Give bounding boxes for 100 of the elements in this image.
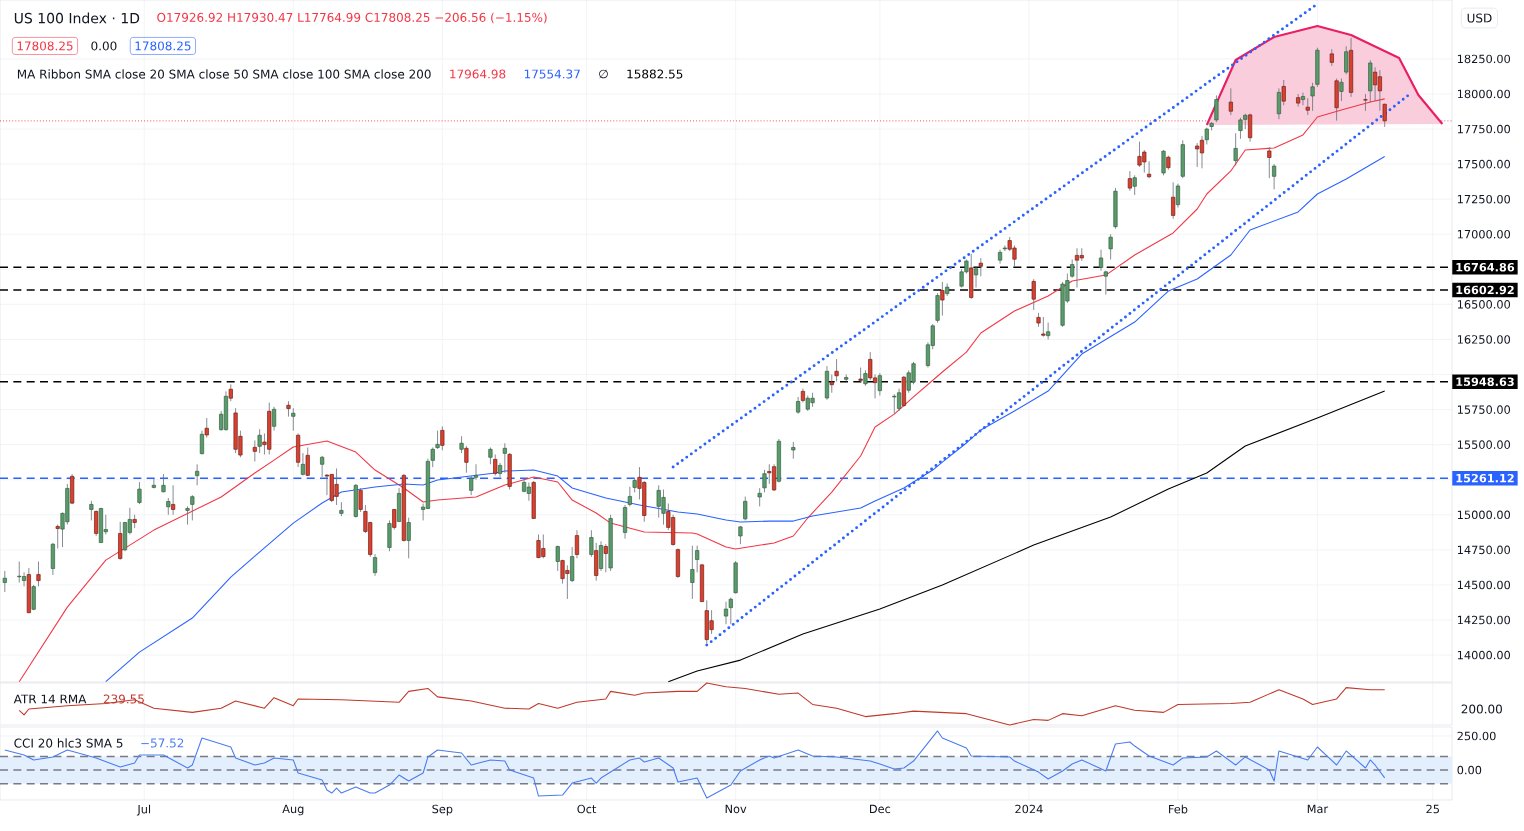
candlestick bbox=[291, 407, 296, 432]
x-tick-label: Mar bbox=[1307, 804, 1329, 814]
y-tick-label: 18000.00 bbox=[1457, 89, 1511, 99]
y-tick-label: 16250.00 bbox=[1457, 335, 1511, 344]
candlestick bbox=[1276, 87, 1281, 120]
candlestick bbox=[430, 447, 435, 468]
y-tick-label: 17000.00 bbox=[1457, 229, 1511, 239]
candlestick bbox=[1300, 92, 1306, 106]
y-tick-label: 18250.00 bbox=[1457, 54, 1511, 64]
y-tick-label: 17500.00 bbox=[1457, 159, 1511, 169]
candlestick bbox=[94, 510, 99, 537]
x-tick-label: Feb bbox=[1169, 804, 1188, 814]
line-series bbox=[18, 98, 1386, 683]
candlestick bbox=[204, 417, 209, 439]
candlestick bbox=[757, 487, 762, 507]
annotation: MA Ribbon SMA close 20 SMA close 50 SMA close 100 SMA close 200 bbox=[17, 69, 431, 79]
candlestick bbox=[406, 517, 411, 559]
candlestick bbox=[738, 525, 743, 545]
candlestick bbox=[2, 570, 7, 593]
candlestick bbox=[1175, 183, 1181, 208]
candlestick bbox=[997, 249, 1003, 265]
candlestick bbox=[1233, 132, 1238, 166]
candlestick bbox=[252, 440, 257, 462]
annotation: ∅ bbox=[599, 69, 608, 79]
candlestick bbox=[387, 520, 392, 552]
annotation: 17808.25 bbox=[17, 41, 73, 51]
candlestick bbox=[892, 393, 897, 415]
candlestick bbox=[973, 266, 979, 288]
ref-line-label: 16764.86 bbox=[1456, 262, 1515, 272]
candlestick bbox=[728, 597, 733, 625]
candlestick bbox=[55, 524, 60, 549]
y-tick-label: 0.00 bbox=[1457, 765, 1482, 775]
candlestick bbox=[762, 469, 767, 493]
candlestick bbox=[271, 406, 277, 432]
candlestick bbox=[834, 358, 839, 382]
candlestick bbox=[1132, 174, 1137, 196]
y-tick-label: 14750.00 bbox=[1457, 545, 1511, 555]
candlestick bbox=[151, 478, 156, 489]
candlestick bbox=[195, 463, 200, 486]
candlestick bbox=[1214, 94, 1219, 123]
candlestick bbox=[372, 553, 378, 577]
candlestick bbox=[1272, 163, 1277, 190]
y-tick-label: 16500.00 bbox=[1457, 300, 1511, 309]
candlestick bbox=[497, 462, 503, 478]
annotation: 17554.37 bbox=[524, 69, 580, 79]
x-tick-label: 2024 bbox=[1015, 804, 1043, 814]
y-tick-label: 14000.00 bbox=[1457, 650, 1511, 660]
text: ATR 14 RMA bbox=[13, 694, 87, 704]
candlestick bbox=[627, 486, 632, 507]
candlestick bbox=[190, 494, 195, 521]
candlestick bbox=[1373, 66, 1378, 102]
candlestick bbox=[603, 543, 608, 573]
candlestick bbox=[1127, 170, 1132, 192]
candlestick bbox=[1363, 93, 1368, 112]
annotation: 17964.98 bbox=[450, 69, 506, 79]
candlestick bbox=[464, 445, 469, 474]
text: USD bbox=[1467, 13, 1492, 23]
candlestick bbox=[171, 484, 176, 516]
candlestick bbox=[526, 482, 531, 502]
candlestick bbox=[1228, 87, 1233, 116]
annotation: 15882.55 bbox=[627, 69, 683, 79]
ref-line-label: 16602.92 bbox=[1456, 285, 1514, 295]
x-tick-label: Aug bbox=[282, 804, 304, 816]
candlestick bbox=[1310, 82, 1315, 112]
candlestick bbox=[1339, 78, 1344, 102]
candlestick bbox=[392, 508, 397, 530]
text: US 100 Index · 1D bbox=[14, 12, 140, 24]
candlestick bbox=[257, 428, 262, 454]
candlestick bbox=[1002, 245, 1007, 252]
candlestick bbox=[185, 505, 190, 526]
y-tick-label: 17750.00 bbox=[1457, 124, 1511, 134]
candlestick bbox=[1267, 146, 1272, 179]
candlestick bbox=[435, 430, 440, 450]
candlestick bbox=[1344, 45, 1349, 75]
x-tick-label: 25 bbox=[1426, 804, 1439, 814]
candlestick bbox=[1098, 249, 1104, 272]
candlestick bbox=[305, 447, 310, 477]
candlestick bbox=[493, 454, 498, 476]
candlestick bbox=[589, 529, 594, 558]
candlestick bbox=[1031, 278, 1036, 311]
candlestick bbox=[502, 442, 507, 474]
candlestick bbox=[339, 501, 344, 517]
y-tick-label: 15000.00 bbox=[1457, 510, 1511, 520]
candlestick bbox=[723, 601, 729, 625]
candlestick bbox=[1079, 247, 1084, 262]
candlestick bbox=[791, 441, 796, 460]
x-tick-label: Sep bbox=[432, 804, 453, 816]
candlestick bbox=[978, 257, 983, 277]
y-tick-label: 14500.00 bbox=[1457, 580, 1511, 590]
text: O17926.92 H17930.47 L17764.99 C17808.25 −206.56 (−1.15%) bbox=[157, 12, 547, 24]
candlestick bbox=[940, 281, 945, 317]
candlestick bbox=[320, 455, 325, 478]
candlestick bbox=[1171, 181, 1176, 220]
line-series bbox=[4, 730, 1386, 799]
candlestick bbox=[36, 561, 41, 587]
text: −57.52 bbox=[141, 738, 184, 748]
candlestick bbox=[17, 561, 22, 583]
x-tick-label: Oct bbox=[577, 804, 597, 814]
text: CCI 20 hlc3 SMA 5 bbox=[14, 738, 123, 748]
candlestick bbox=[829, 374, 834, 394]
